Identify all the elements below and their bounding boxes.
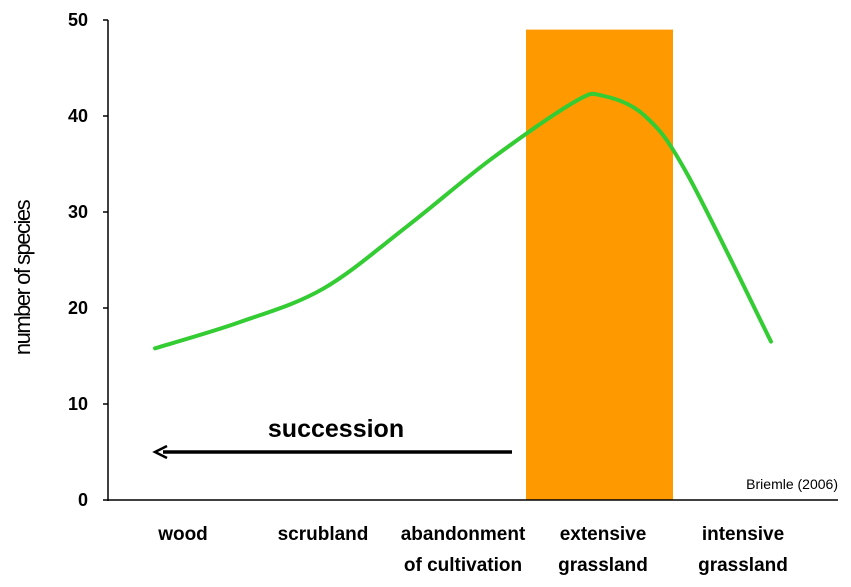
x-category-label-line: grassland [558,555,648,576]
y-axis-title: number of species [10,199,35,355]
y-tick-label: 10 [68,394,88,414]
x-category-label-line: extensive [560,524,647,545]
x-category-label: wood [157,524,208,545]
x-category-label-line: of cultivation [404,555,522,576]
y-tick-label: 50 [68,10,88,30]
x-category-label-line: wood [157,524,208,545]
x-category-label: scrubland [278,524,369,545]
succession-label: succession [268,415,404,443]
x-category-label-line: scrubland [278,524,369,545]
x-category-label-line: abandonment [401,524,526,545]
y-tick-label: 0 [78,490,88,510]
x-category-label: abandonment of cultivation [401,524,526,576]
y-tick-label: 20 [68,298,88,318]
highlight-bar-extensive-grassland [526,29,673,500]
x-category-label-line: intensive [702,524,784,545]
species-curve-line [153,91,773,351]
succession-arrow-head-icon [152,444,168,460]
x-category-label: extensive grassland [558,524,648,576]
y-tick-label: 30 [68,202,88,222]
y-tick-label: 40 [68,106,88,126]
source-credit: Briemle (2006) [746,476,838,492]
x-category-label-line: grassland [698,555,788,576]
x-category-label: intensive grassland [698,524,788,576]
